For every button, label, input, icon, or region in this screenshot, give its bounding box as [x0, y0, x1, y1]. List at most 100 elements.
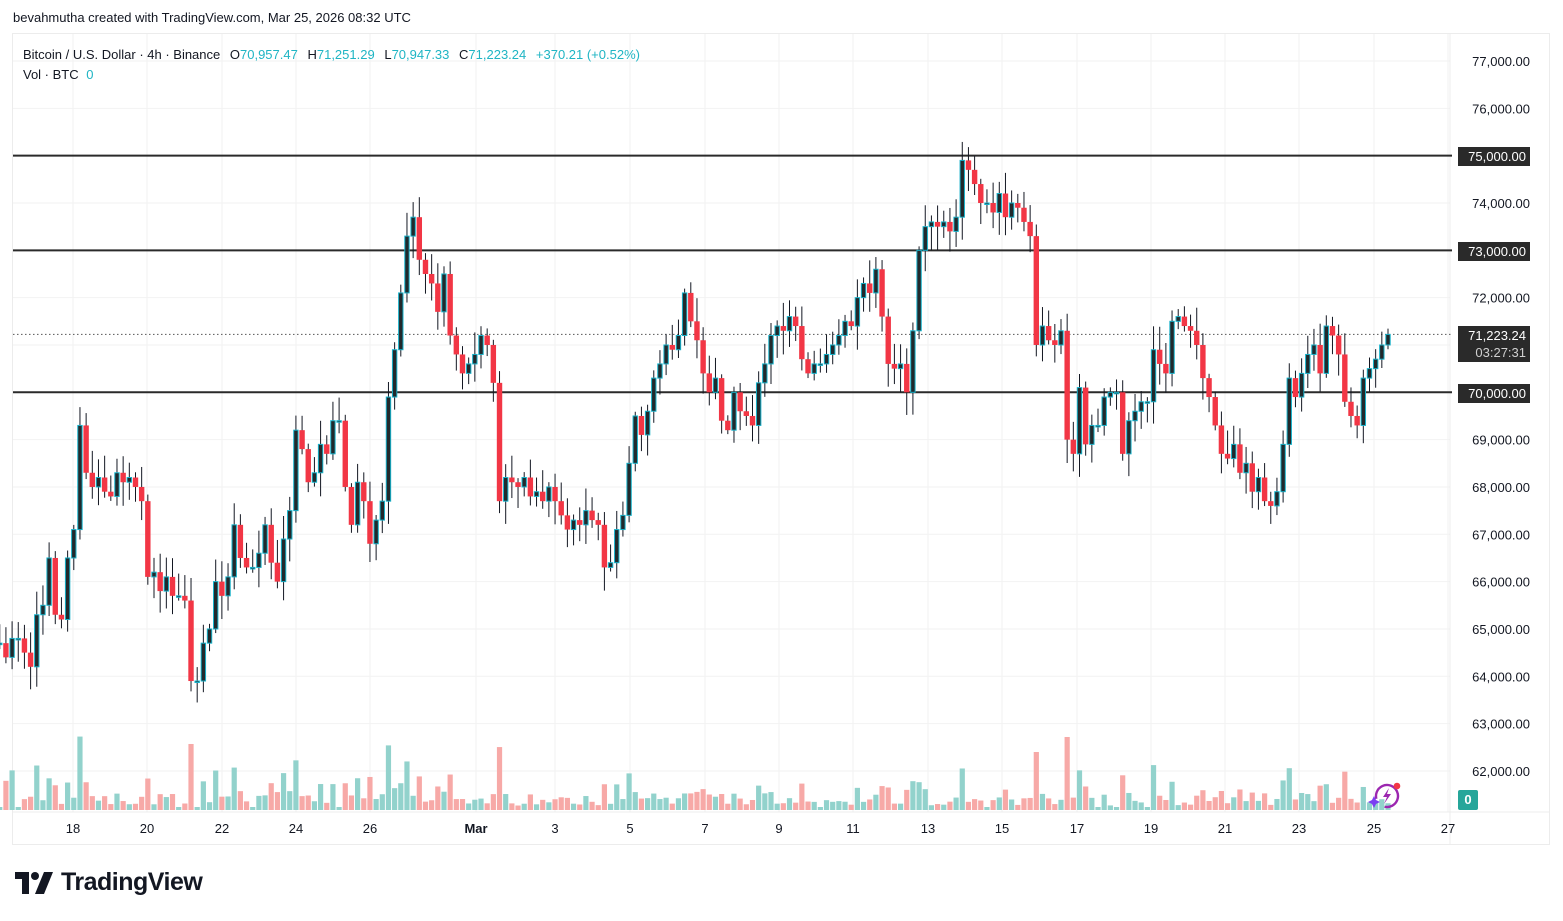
volume-bar — [1169, 781, 1175, 810]
candle-down — [540, 491, 546, 502]
volume-bar — [1113, 807, 1120, 810]
candle-up — [1101, 396, 1107, 426]
candle-down — [848, 321, 854, 327]
candle-up — [1175, 316, 1181, 322]
price-tick-label: 64,000.00 — [1472, 669, 1530, 684]
candle-up — [1058, 330, 1064, 346]
legend-change: +370.21 (+0.52%) — [535, 47, 640, 62]
candle-up — [225, 576, 231, 597]
volume-bar — [836, 801, 842, 810]
candle-up — [1113, 391, 1120, 395]
volume-bar — [1206, 800, 1212, 810]
volume-bar — [934, 804, 941, 810]
price-tick-label: 68,000.00 — [1472, 480, 1530, 495]
tradingview-logo[interactable]: TradingView — [15, 868, 203, 897]
volume-bar — [34, 765, 40, 810]
volume-bar — [342, 783, 348, 810]
volume-bar — [521, 803, 527, 810]
candle-down — [891, 363, 898, 369]
volume-bar — [953, 797, 959, 810]
candle-down — [120, 472, 126, 483]
volume-bar — [1015, 804, 1021, 810]
volume-bar — [632, 792, 638, 810]
candle-down — [367, 501, 373, 544]
volume-bar — [1052, 804, 1058, 810]
volume-bar — [200, 781, 206, 810]
volume-bar — [1231, 797, 1237, 810]
volume-bar — [1101, 794, 1107, 810]
price-tick-label: 65,000.00 — [1472, 622, 1530, 637]
volume-bar — [336, 807, 342, 810]
time-tick-label: 11 — [846, 821, 860, 836]
candle-down — [182, 595, 188, 601]
volume-bar — [854, 787, 860, 810]
price-tick-label: 63,000.00 — [1472, 717, 1530, 732]
candle-up — [336, 420, 342, 423]
volume-bar — [1348, 798, 1354, 810]
volume-bar — [645, 798, 651, 810]
candle-down — [1021, 207, 1027, 222]
candle-up — [287, 510, 293, 540]
price-tick-label: 76,000.00 — [1472, 101, 1530, 116]
candle-down — [268, 524, 274, 563]
candle-up — [71, 529, 77, 559]
candle-up — [533, 491, 540, 497]
volume-bar — [379, 794, 385, 810]
volume-bar — [219, 796, 225, 810]
time-tick-label: 13 — [921, 821, 935, 836]
volume-bar — [793, 802, 799, 810]
tradingview-logo-text: TradingView — [61, 868, 203, 896]
volume-bar — [1366, 802, 1373, 810]
candle-up — [712, 377, 719, 393]
volume-bar — [1329, 802, 1336, 810]
candle-up — [583, 510, 589, 526]
candle-down — [1329, 326, 1336, 336]
volume-bar — [1064, 736, 1070, 810]
candle-up — [663, 344, 669, 365]
legend-volume-label: Vol · BTC — [23, 67, 79, 82]
price-tick-label: 74,000.00 — [1472, 196, 1530, 211]
volume-bar — [1033, 752, 1039, 810]
time-tick-label: 19 — [1144, 821, 1158, 836]
candle-down — [422, 259, 429, 274]
volume-bar — [1095, 807, 1101, 810]
level-tag-75000: 75,000.00 — [1458, 147, 1530, 166]
candle-up — [330, 420, 336, 455]
candle-up — [928, 221, 935, 228]
time-tick-label: 15 — [995, 821, 1009, 836]
candle-down — [780, 326, 787, 331]
volume-bar — [922, 789, 928, 810]
legend-ohlc-row: Bitcoin / U.S. Dollar · 4h · Binance O70… — [23, 45, 640, 65]
candle-up — [1231, 443, 1237, 460]
volume-bar — [330, 784, 336, 810]
ai-assistant-icon[interactable] — [1367, 780, 1405, 812]
candle-up — [860, 282, 867, 299]
candle-up — [854, 297, 861, 327]
candle-down — [274, 562, 281, 582]
bar-countdown: 03:27:31 — [1475, 345, 1526, 360]
candle-up — [546, 486, 552, 502]
volume-bar — [731, 793, 737, 810]
level-tag-73000: 73,000.00 — [1458, 242, 1530, 261]
candle-up — [657, 363, 663, 379]
volume-bar — [65, 782, 71, 810]
candle-up — [632, 415, 638, 464]
candle-up — [311, 472, 318, 483]
time-tick-label: 23 — [1292, 821, 1306, 836]
candle-up — [256, 552, 262, 568]
volume-bar — [139, 796, 145, 810]
candle-down — [978, 184, 984, 203]
price-tick-label: 69,000.00 — [1472, 433, 1530, 448]
candle-up — [675, 335, 682, 351]
candle-down — [706, 373, 712, 393]
candle-up — [1169, 320, 1175, 374]
volume-bar — [762, 793, 768, 810]
time-tick-label: 7 — [701, 821, 708, 836]
candle-down — [3, 643, 9, 658]
volume-bar — [15, 807, 21, 810]
candle-down — [595, 520, 601, 525]
volume-bar — [243, 801, 250, 810]
volume-bar — [317, 784, 324, 810]
candle-up — [410, 216, 416, 237]
